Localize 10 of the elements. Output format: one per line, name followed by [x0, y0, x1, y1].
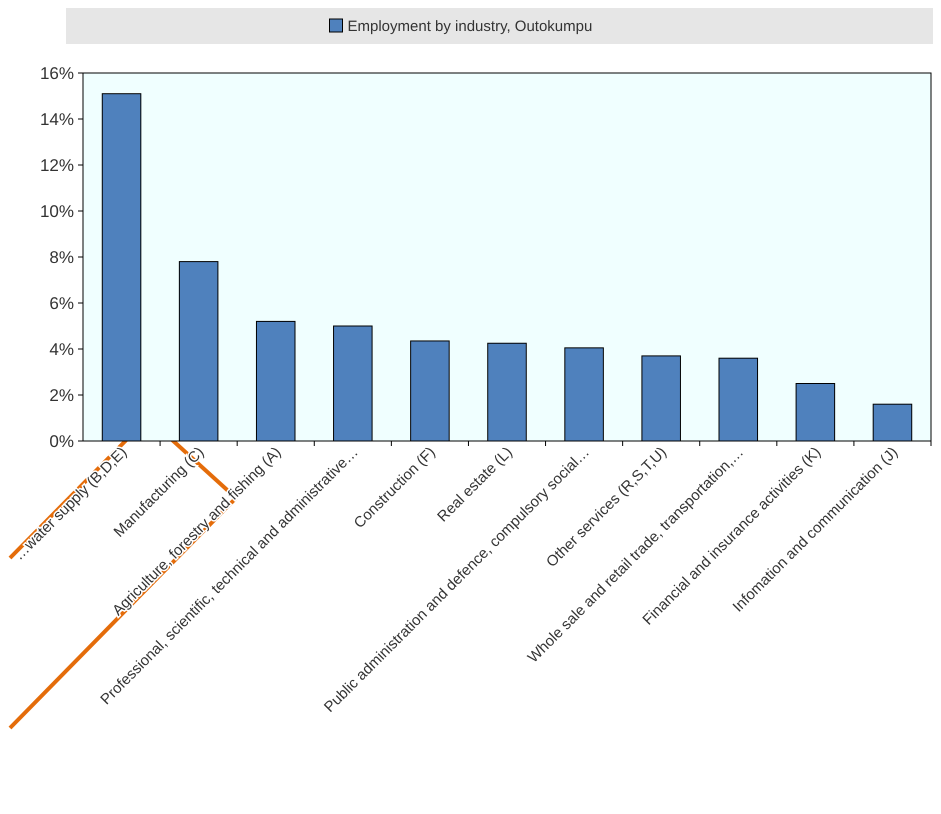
y-tick-label: 6% — [49, 294, 74, 313]
y-tick-label: 2% — [49, 386, 74, 405]
y-tick-label: 16% — [40, 64, 74, 83]
legend-label: Employment by industry, Outokumpu — [348, 18, 592, 35]
y-tick-label: 12% — [40, 156, 74, 175]
y-tick-label: 4% — [49, 340, 74, 359]
y-tick-label: 10% — [40, 202, 74, 221]
y-tick-label: 8% — [49, 248, 74, 267]
y-tick-label: 14% — [40, 110, 74, 129]
y-tick-label: 0% — [49, 432, 74, 451]
